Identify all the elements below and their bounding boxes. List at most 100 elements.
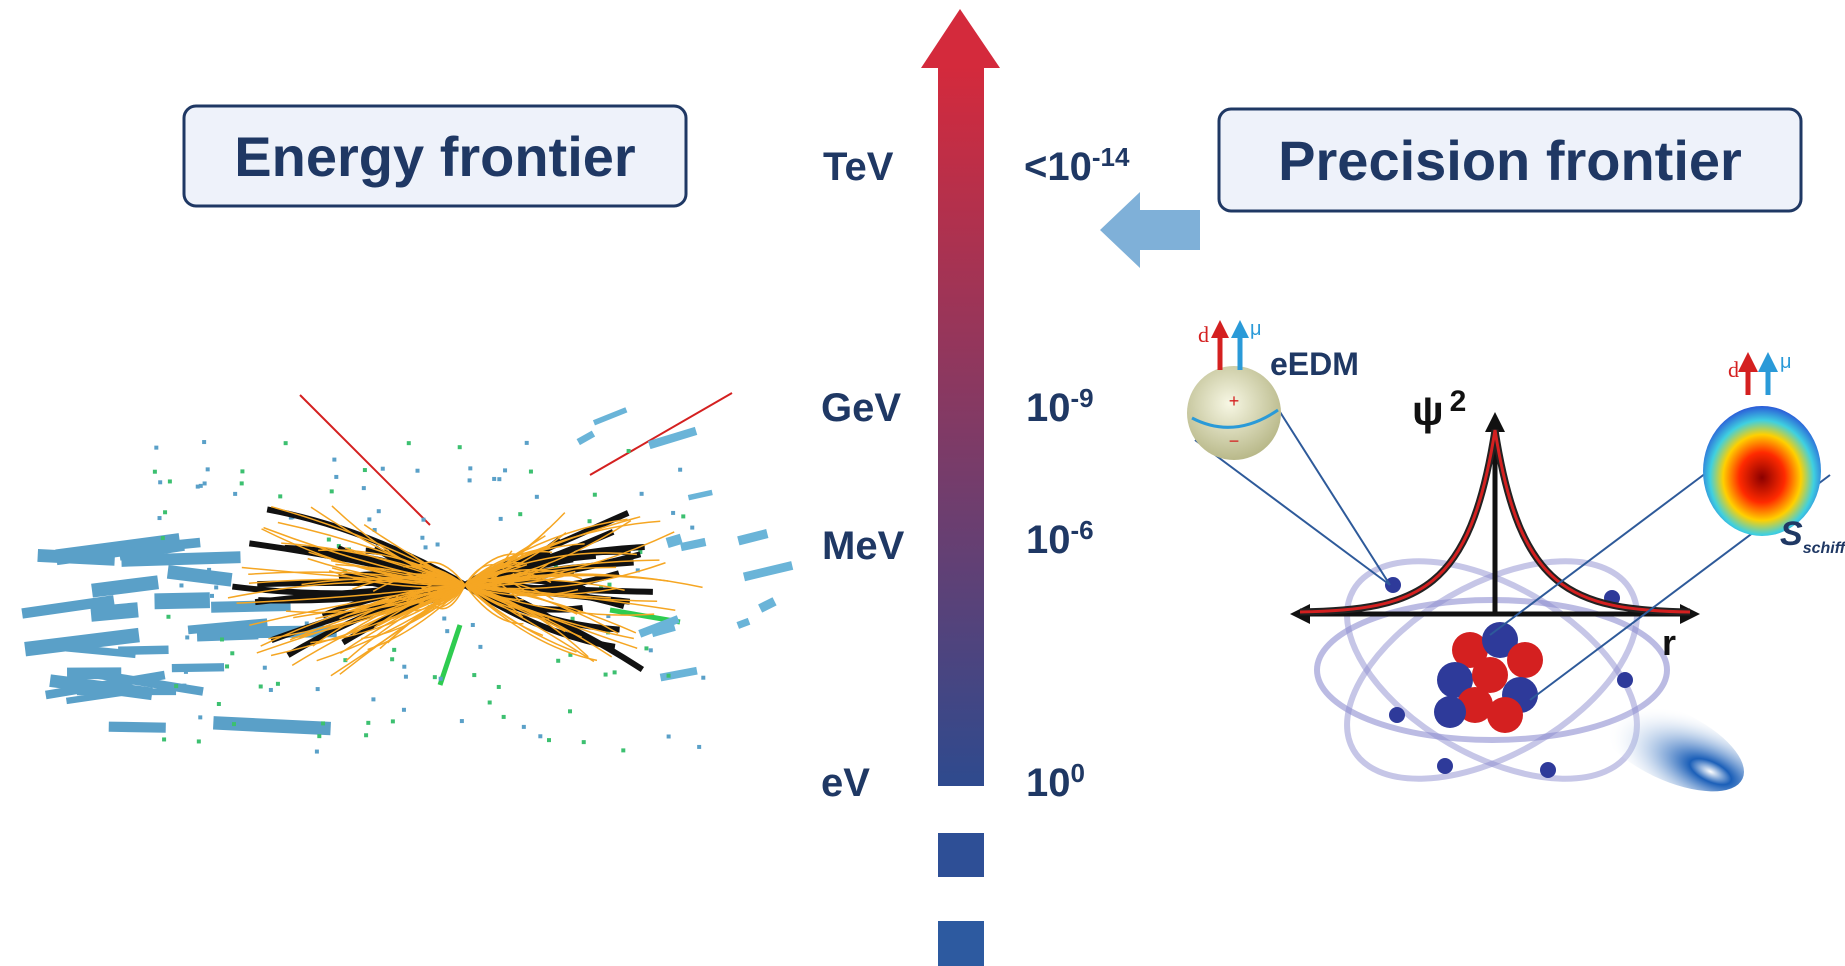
hit <box>690 526 694 530</box>
electron <box>1540 762 1556 778</box>
hit <box>170 561 174 565</box>
hit <box>321 721 325 725</box>
hit <box>158 516 162 520</box>
hit <box>163 510 167 514</box>
hit <box>240 481 244 485</box>
hit <box>210 594 214 598</box>
hit <box>278 494 282 498</box>
base: 10 <box>1026 386 1071 430</box>
hit <box>436 542 440 546</box>
page: TeV GeV MeV eV <10-14 10-9 10-6 100 Ener… <box>0 0 1845 966</box>
hit <box>593 493 597 497</box>
calo-cell <box>577 431 596 446</box>
calo-cell <box>213 716 331 735</box>
exponent: -14 <box>1092 142 1130 172</box>
calo-cell <box>109 722 166 733</box>
hit <box>371 697 375 701</box>
hit <box>327 538 331 542</box>
hit <box>276 682 280 686</box>
hit <box>607 583 611 587</box>
hit <box>472 673 476 677</box>
hit <box>420 536 424 540</box>
hit <box>547 738 551 742</box>
hit <box>407 441 411 445</box>
hit <box>701 676 705 680</box>
schiff-label: Sschiff <box>1780 515 1845 557</box>
hit <box>185 635 189 639</box>
hit <box>269 688 273 692</box>
nucleus <box>1434 622 1543 733</box>
precision-label: 100 <box>1026 758 1085 805</box>
hit <box>518 512 522 516</box>
hit <box>316 687 320 691</box>
collision-event <box>21 393 793 754</box>
hit <box>640 492 644 496</box>
electron <box>1617 672 1633 688</box>
d-arrow <box>1738 352 1758 372</box>
hit <box>240 469 244 473</box>
base: <10 <box>1024 145 1092 189</box>
arrow-head <box>921 9 1000 68</box>
d-label: d <box>1728 357 1739 382</box>
pointer-arrow <box>1100 192 1200 268</box>
hit <box>404 675 408 679</box>
d-arrow <box>1211 320 1229 338</box>
hit <box>667 674 671 678</box>
hit <box>416 469 420 473</box>
wave-tail <box>1583 679 1758 810</box>
hit <box>442 617 446 621</box>
hit <box>381 467 385 471</box>
title: Energy frontier <box>234 125 635 188</box>
hit <box>402 708 406 712</box>
hit <box>263 666 267 670</box>
hit <box>529 470 533 474</box>
hit <box>667 734 671 738</box>
hit <box>197 739 201 743</box>
calo-cell <box>593 407 627 425</box>
arrow-shaft <box>938 66 984 786</box>
calo-cell <box>736 618 750 629</box>
hit <box>153 470 157 474</box>
hit <box>538 734 542 738</box>
calo-cell <box>167 565 233 587</box>
hit <box>154 446 158 450</box>
hit <box>497 477 501 481</box>
track <box>300 395 430 525</box>
calo-cell <box>688 490 713 501</box>
calo-cell <box>91 575 159 597</box>
arrow-dash <box>938 921 984 966</box>
hit <box>439 677 443 681</box>
hit <box>402 665 406 669</box>
hit <box>492 477 496 481</box>
connector <box>1195 440 1390 585</box>
hit <box>217 702 221 706</box>
calo-cell <box>666 534 683 548</box>
exponent: 0 <box>1071 758 1085 788</box>
minus: − <box>1229 431 1240 451</box>
hit <box>182 684 186 688</box>
hit <box>445 629 449 633</box>
hit <box>582 740 586 744</box>
hit <box>503 468 507 472</box>
hit <box>649 648 653 652</box>
hit <box>198 715 202 719</box>
hit <box>162 737 166 741</box>
schiff-density <box>1703 406 1821 536</box>
hit <box>220 637 224 641</box>
hit <box>366 721 370 725</box>
track <box>590 393 732 475</box>
hit <box>522 725 526 729</box>
hit <box>613 670 617 674</box>
calo-cell <box>172 663 224 672</box>
hit <box>471 623 475 627</box>
mu-arrow <box>1758 352 1778 372</box>
hit <box>433 675 437 679</box>
hit <box>556 659 560 663</box>
hit <box>214 585 218 589</box>
calo-cell <box>680 538 706 551</box>
hit <box>364 733 368 737</box>
hit <box>377 509 381 513</box>
hit <box>502 715 506 719</box>
mu-arrow <box>1231 320 1249 338</box>
